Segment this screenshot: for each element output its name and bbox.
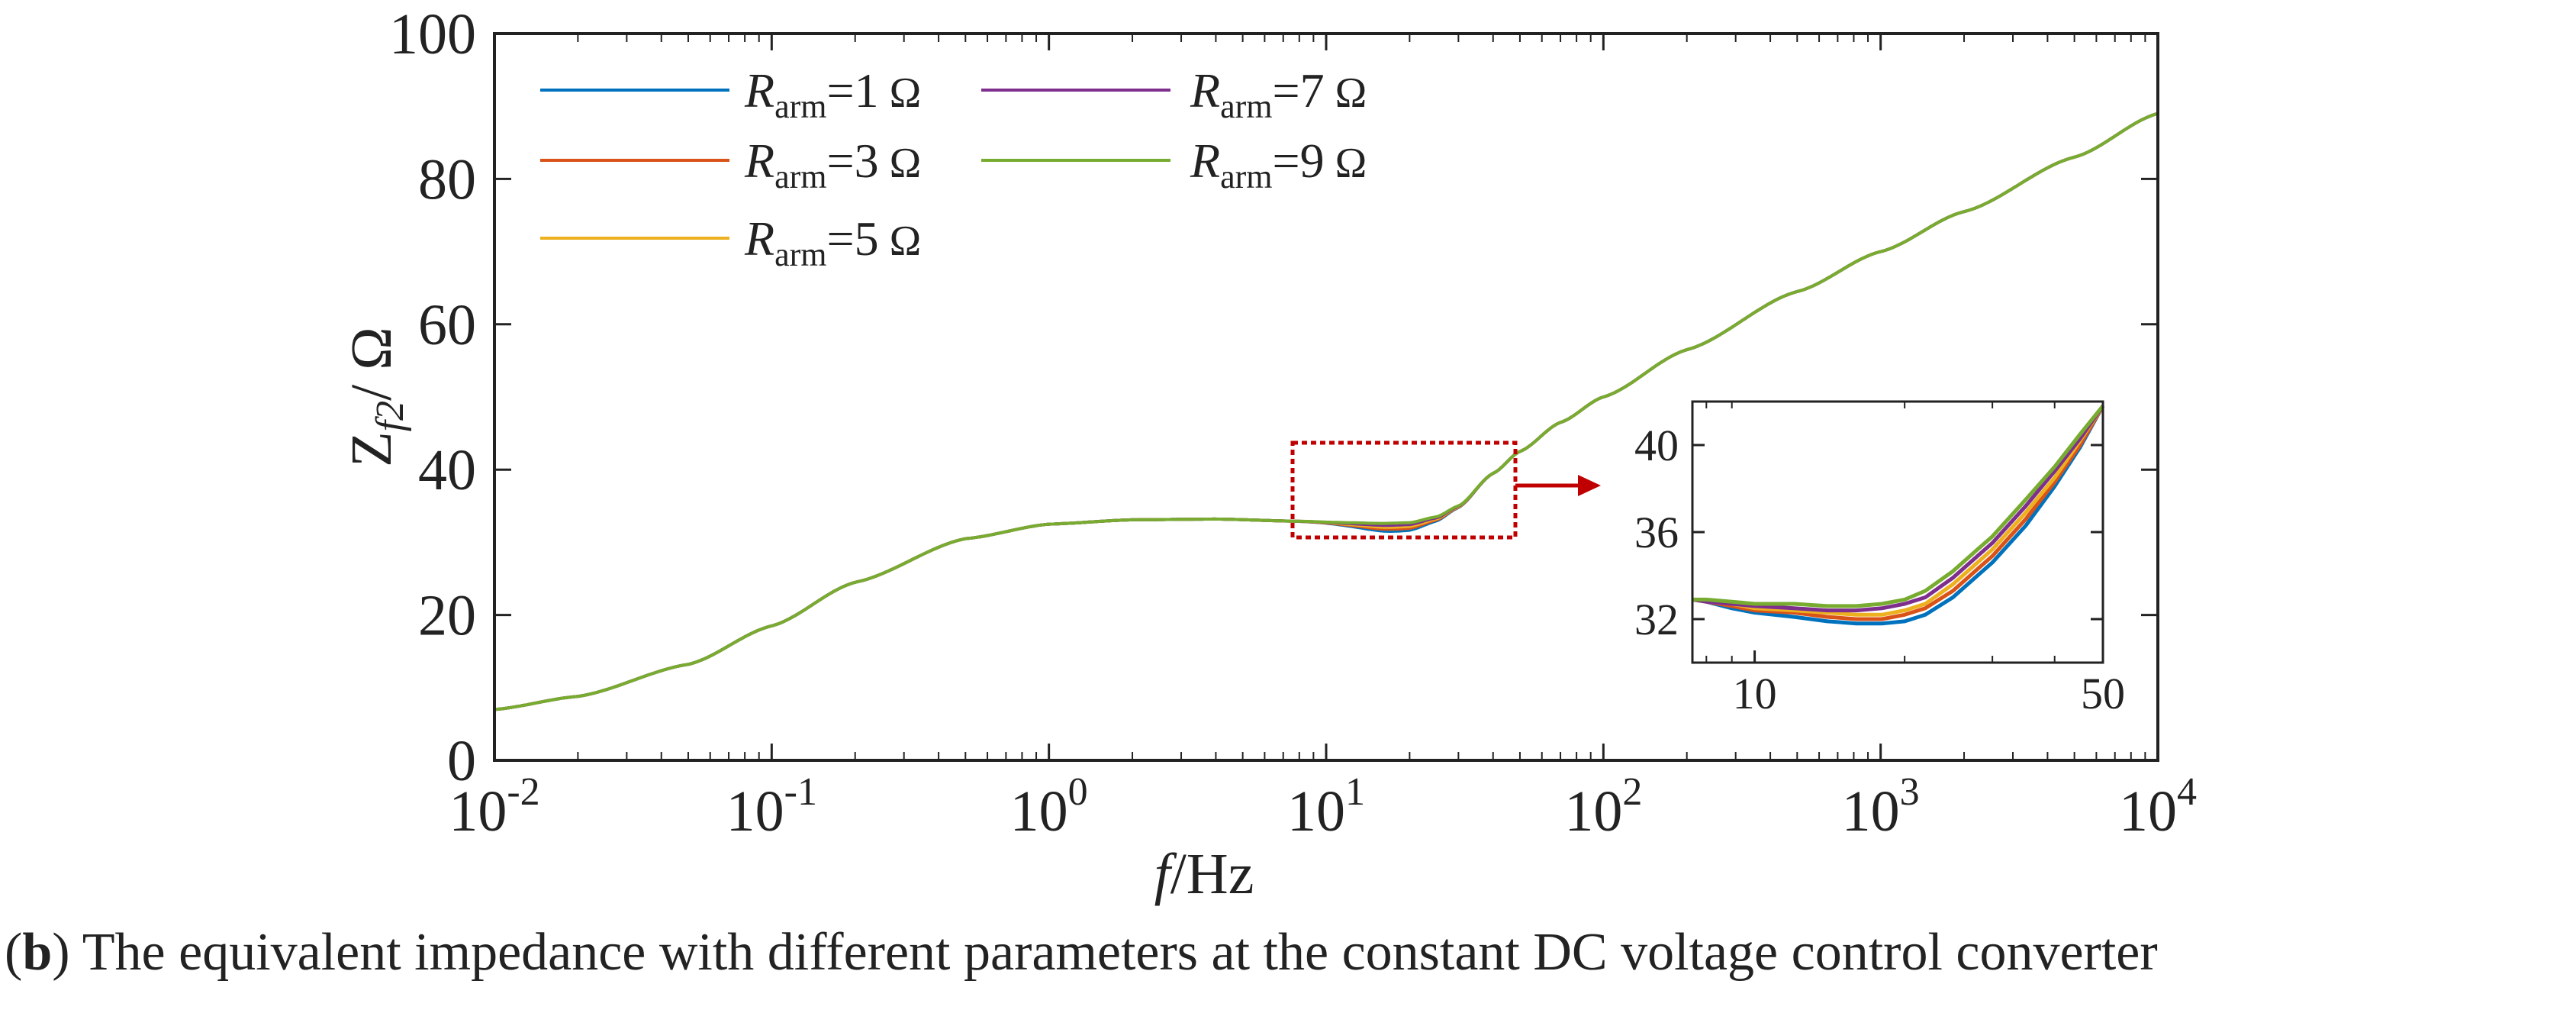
- x-tick-label: 102: [1564, 770, 1642, 844]
- legend-label-R1: Rarm=1 Ω: [744, 63, 921, 125]
- series-lines: [494, 111, 2159, 711]
- x-tick-label: 100: [1010, 770, 1088, 844]
- figure-caption: (b) The equivalent impedance with differ…: [5, 923, 2158, 982]
- y-axis-title: Zf2/ Ω: [340, 327, 412, 467]
- legend-label-R3: Rarm=3 Ω: [744, 134, 921, 195]
- caption-text: The equivalent impedance with different …: [69, 923, 2158, 982]
- inset-x-tick-label: 50: [2081, 669, 2125, 718]
- series-line-R9: [494, 111, 2159, 711]
- x-tick-label: 101: [1287, 770, 1365, 844]
- x-tick-label: 10-1: [726, 770, 817, 844]
- legend: Rarm=1 Ω Rarm=3 Ω Rarm=5 Ω Rarm=7 Ω Rarm=9 Ω: [540, 63, 1367, 273]
- axis-labels: 10-2 10-1 100 101 102 103 104020406080100f/HzZ…: [340, 2, 2197, 906]
- x-tick-label: 104: [2119, 770, 2197, 844]
- legend-label-R5: Rarm=5 Ω: [744, 211, 921, 273]
- inset-y-tick-label: 40: [1634, 421, 1679, 470]
- inset-series-R3: [1692, 405, 2105, 621]
- inset-series-R1: [1692, 405, 2105, 626]
- main-axes-box: [493, 32, 2159, 762]
- zoom-region-box: [1290, 440, 1518, 540]
- y-tick-label: 100: [389, 2, 476, 66]
- x-axis-title: f/Hz: [1154, 842, 1254, 906]
- plot-frame: [493, 32, 2159, 762]
- chart-background: [0, 0, 2576, 916]
- zoom-annotation: [1290, 440, 1601, 540]
- inset-y-tick-label: 36: [1634, 508, 1679, 557]
- inset-x-tick-label: 10: [1733, 669, 1777, 718]
- legend-label-R7: Rarm=7 Ω: [1190, 63, 1367, 125]
- impedance-chart: Rarm=1 Ω Rarm=3 Ω Rarm=5 Ω Rarm=7 Ω Rarm=9 Ω…: [0, 0, 2576, 916]
- inset-plot: 10 50 32 36 40: [1634, 400, 2125, 718]
- x-tick-label: 10-2: [449, 770, 539, 844]
- inset-axes-box: [1691, 400, 2104, 664]
- inset-background: [1692, 402, 2103, 663]
- y-tick-label: 0: [447, 729, 476, 793]
- inset-series-R9: [1692, 405, 2104, 608]
- y-tick-label: 80: [418, 147, 476, 211]
- y-tick-label: 40: [418, 438, 476, 502]
- y-tick-label: 20: [418, 584, 476, 648]
- inset-series-R7: [1692, 405, 2105, 613]
- y-tick-label: 60: [418, 293, 476, 357]
- zoom-arrow-head: [1578, 475, 1601, 496]
- legend-label-R9: Rarm=9 Ω: [1190, 134, 1367, 195]
- inset-y-tick-label: 32: [1634, 595, 1679, 644]
- caption-label: b: [22, 923, 53, 982]
- x-tick-label: 103: [1842, 770, 1920, 844]
